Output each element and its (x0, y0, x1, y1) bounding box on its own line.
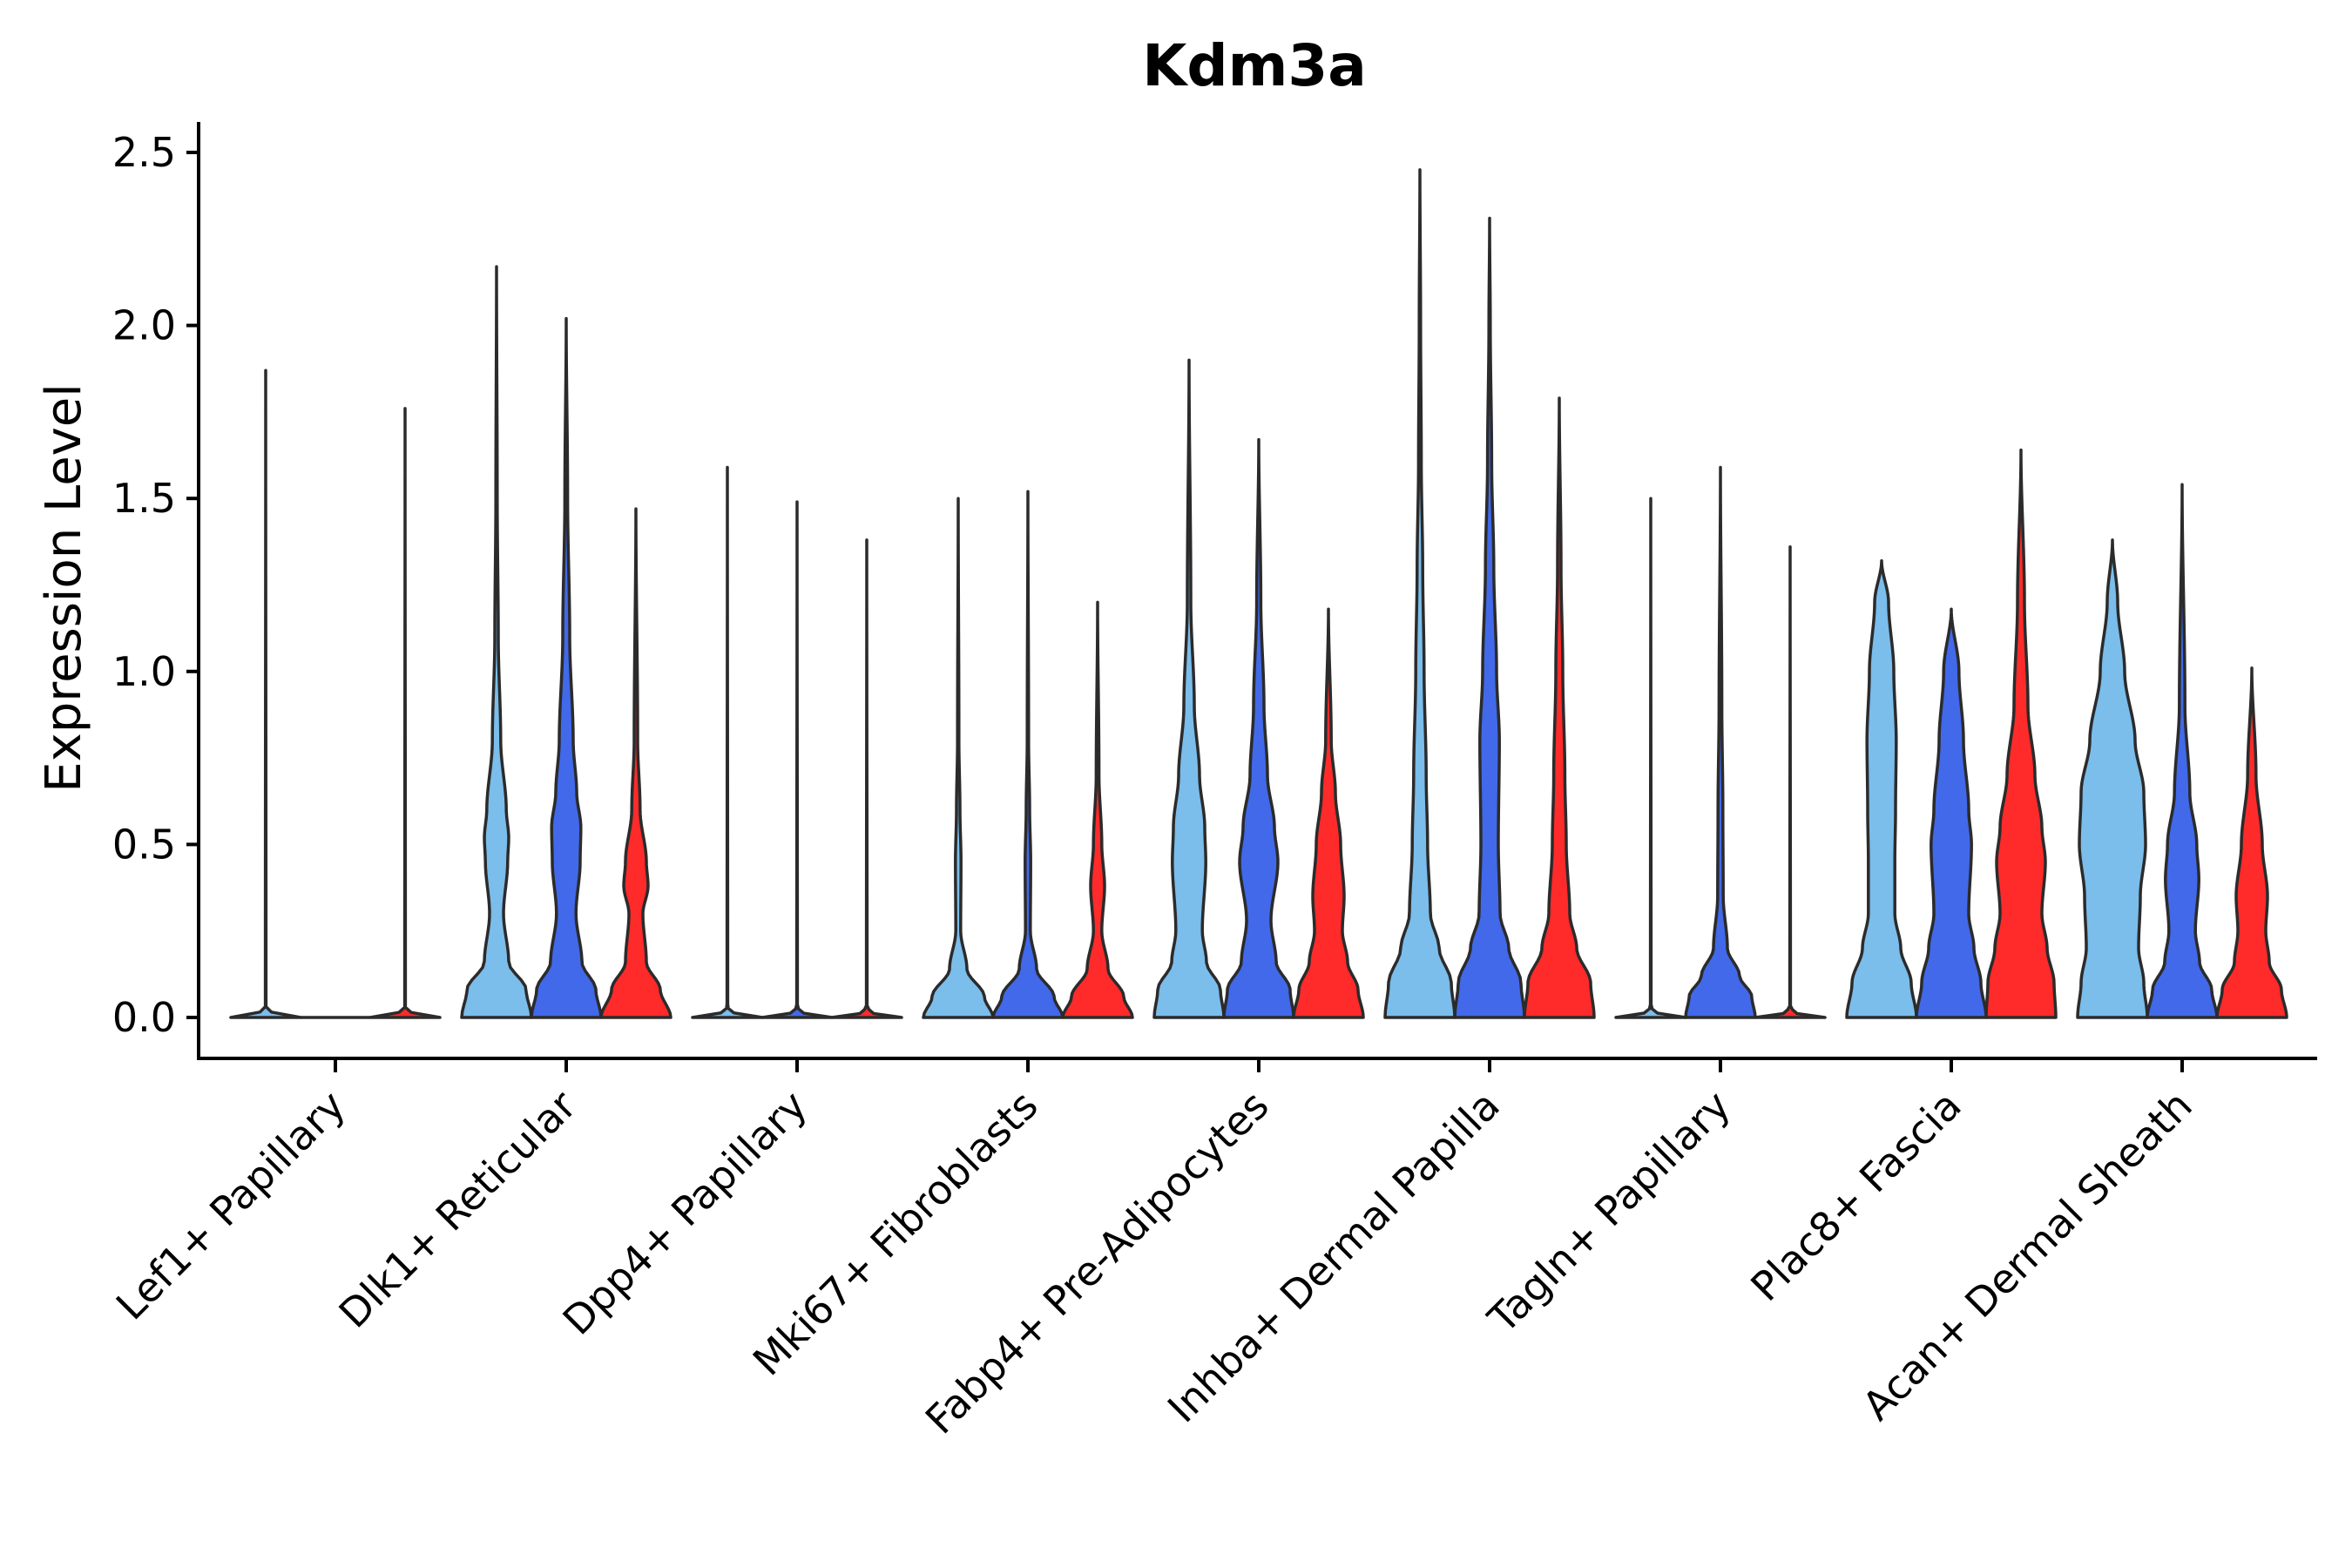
violin-g2-s2 (530, 316, 603, 1019)
violin-g3-s3 (830, 538, 903, 1019)
violin-g7-s1 (1614, 497, 1687, 1019)
y-tick-label: 1.0 (112, 648, 176, 695)
y-tick-label: 2.5 (112, 129, 176, 176)
violin-g4-s1 (922, 497, 995, 1019)
y-axis-label: Expression Level (36, 383, 92, 793)
x-tick-label: Dpp4+ Papillary (554, 1082, 816, 1344)
violin-g7-s2 (1684, 465, 1757, 1019)
x-tick-label: Tagln+ Papillary (1478, 1082, 1740, 1343)
violin-g6-s2 (1453, 216, 1526, 1019)
violin-g8-s3 (1984, 448, 2058, 1019)
violin-g1-s3 (368, 407, 442, 1019)
violin-g9-s1 (2076, 538, 2149, 1019)
x-tick-label: Plac8+ Fascia (1741, 1082, 1970, 1310)
x-tick-label: Dlk1+ Reticular (330, 1082, 585, 1337)
violin-g8-s2 (1915, 607, 1988, 1019)
violin-g9-s3 (2215, 666, 2288, 1019)
violin-g4-s2 (991, 490, 1064, 1019)
violin-g3-s1 (691, 465, 764, 1019)
violin-g9-s2 (2146, 483, 2219, 1019)
y-tick-label: 0.5 (112, 821, 176, 868)
y-ticks: 0.0 0.5 1.0 1.5 2.0 2.5 (112, 129, 199, 1041)
violin-g6-s1 (1383, 168, 1456, 1019)
violin-g6-s3 (1523, 396, 1596, 1019)
violin-g5-s2 (1222, 437, 1295, 1019)
violin-g2-s1 (460, 265, 533, 1019)
violin-g5-s1 (1152, 358, 1226, 1019)
y-tick-label: 1.5 (112, 475, 176, 522)
violin-g1-s1 (229, 368, 302, 1019)
x-tick-label: Lef1+ Papillary (107, 1082, 355, 1329)
y-tick-label: 2.0 (112, 302, 176, 349)
violin-g4-s3 (1061, 600, 1134, 1019)
violin-layer (229, 168, 2288, 1019)
violin-g3-s2 (760, 500, 834, 1019)
chart-title: Kdm3a (1142, 32, 1367, 99)
violin-g7-s3 (1754, 545, 1827, 1019)
violin-g5-s3 (1292, 607, 1365, 1019)
violin-g8-s1 (1845, 558, 1918, 1019)
y-tick-label: 0.0 (112, 994, 176, 1041)
violin-g2-s3 (599, 507, 672, 1019)
